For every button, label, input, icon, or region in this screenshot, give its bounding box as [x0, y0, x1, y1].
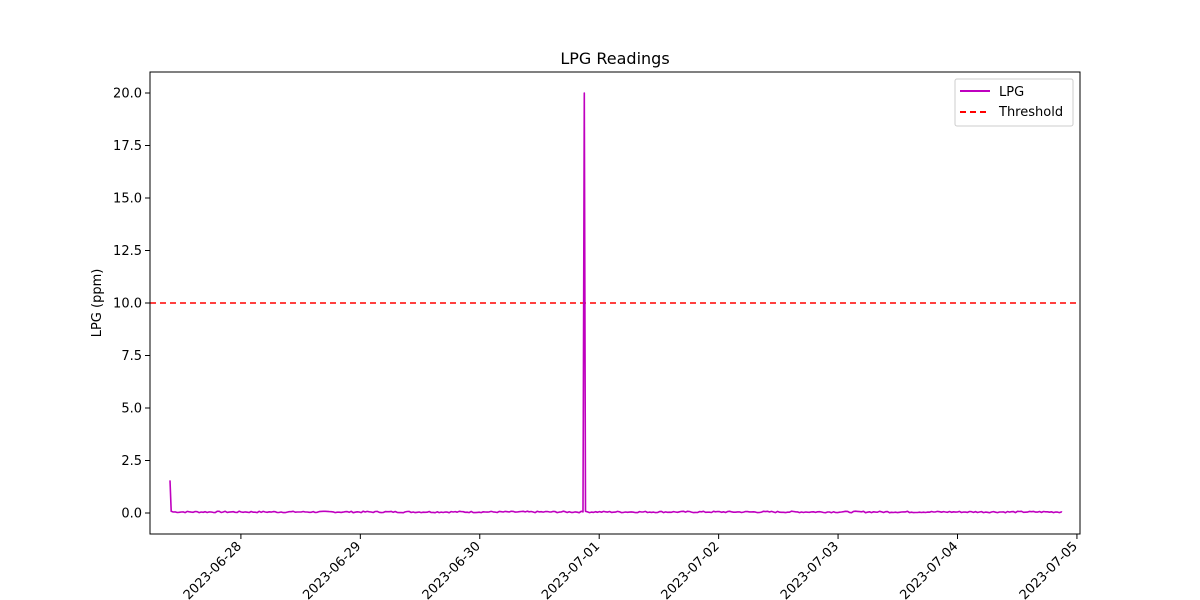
y-axis-label: LPG (ppm)	[90, 269, 105, 338]
legend: LPG Threshold	[955, 79, 1073, 126]
y-tick-label: 7.5	[121, 349, 142, 364]
y-tick-label: 5.0	[121, 402, 142, 417]
y-tick-label: 0.0	[121, 507, 142, 522]
y-tick-label: 20.0	[113, 87, 142, 102]
y-tick-label: 15.0	[113, 192, 142, 207]
legend-label-lpg: LPG	[999, 85, 1024, 100]
y-tick-label: 10.0	[113, 297, 142, 312]
y-tick-label: 12.5	[113, 244, 142, 259]
chart-title: LPG Readings	[560, 49, 669, 68]
legend-label-threshold: Threshold	[998, 105, 1063, 120]
y-tick-label: 2.5	[121, 454, 142, 469]
y-tick-label: 17.5	[113, 139, 142, 154]
